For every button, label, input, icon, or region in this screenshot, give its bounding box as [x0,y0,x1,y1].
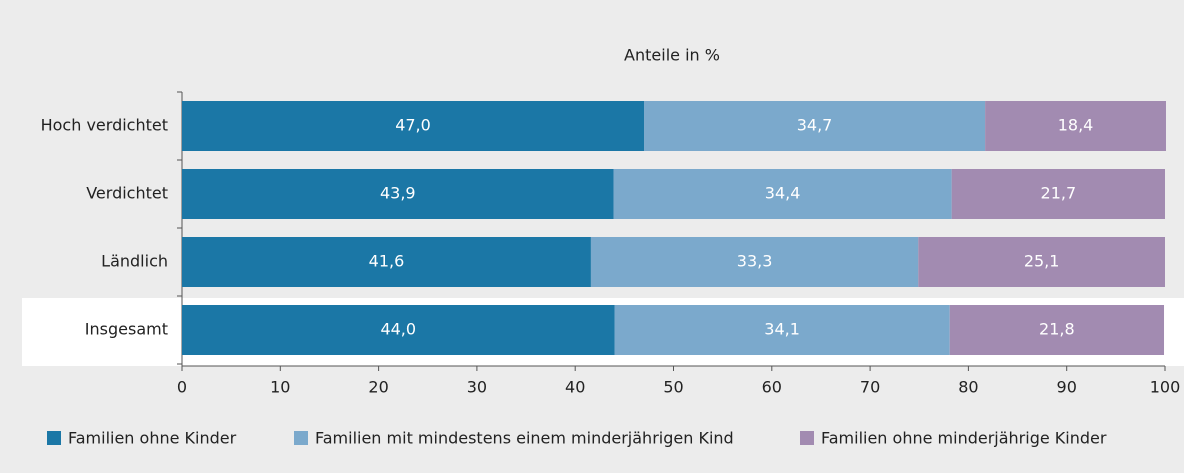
bar-segment [590,237,919,287]
x-tick-label: 50 [663,378,683,397]
legend-label: Familien ohne minderjährige Kinder [821,429,1107,448]
data-label: 41,6 [369,252,405,271]
data-label: 34,7 [797,116,833,135]
legend-label: Familien mit mindestens einem minderjähr… [315,429,734,448]
bar-segment [182,237,591,287]
chart-title: Anteile in % [624,46,720,65]
bar-segment [613,169,952,219]
y-tick-label: Ländlich [101,252,168,271]
x-tick-label: 100 [1150,378,1181,397]
bar-segment [985,101,1166,151]
data-label: 21,8 [1039,320,1075,339]
x-tick-label: 60 [762,378,782,397]
bar-segment [182,101,645,151]
bar-segment [951,169,1165,219]
data-label: 43,9 [380,184,416,203]
data-label: 47,0 [395,116,431,135]
x-tick-label: 80 [958,378,978,397]
bar-segment [644,101,986,151]
y-tick-label: Verdichtet [86,184,168,203]
x-tick-label: 40 [565,378,585,397]
bar-segment [182,169,614,219]
x-tick-label: 10 [270,378,290,397]
bar-segment [182,305,615,355]
data-label: 34,4 [765,184,801,203]
y-tick-label: Hoch verdichtet [41,116,168,135]
data-label: 21,7 [1041,184,1077,203]
bar-segment [949,305,1165,355]
legend-label: Familien ohne Kinder [68,429,237,448]
x-tick-label: 30 [467,378,487,397]
bar-segment [614,305,950,355]
data-label: 34,1 [764,320,800,339]
bar-segment [918,237,1165,287]
legend-swatch [47,431,61,445]
x-tick-label: 20 [368,378,388,397]
x-tick-label: 0 [177,378,187,397]
data-label: 33,3 [737,252,773,271]
legend-swatch [294,431,308,445]
x-tick-label: 70 [860,378,880,397]
y-tick-label: Insgesamt [85,320,168,339]
x-tick-label: 90 [1057,378,1077,397]
data-label: 18,4 [1058,116,1094,135]
legend-swatch [800,431,814,445]
data-label: 44,0 [380,320,416,339]
data-label: 25,1 [1024,252,1060,271]
